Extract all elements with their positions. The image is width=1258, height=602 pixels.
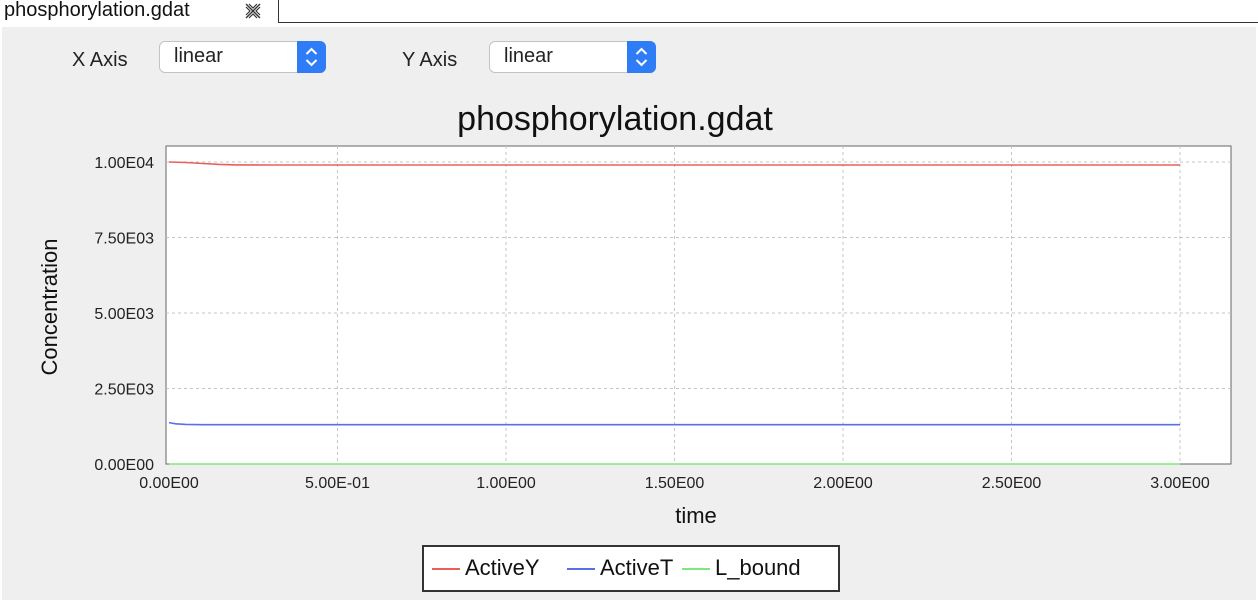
plot-area bbox=[165, 145, 1232, 465]
y-tick-label: 0.00E00 bbox=[94, 457, 154, 474]
x-tick-label: 1.00E00 bbox=[476, 475, 536, 492]
x-axis-scale-select[interactable]: linear bbox=[159, 41, 326, 73]
y-tick-label: 5.00E03 bbox=[94, 306, 154, 323]
editor-tab[interactable]: phosphorylation.gdat bbox=[0, 0, 279, 23]
legend-swatch bbox=[432, 568, 460, 570]
chart-legend: ActiveY ActiveT L_bound bbox=[422, 545, 840, 592]
series-lines bbox=[168, 161, 1180, 465]
y-axis-scale-select[interactable]: linear bbox=[489, 41, 656, 73]
tab-title: phosphorylation.gdat bbox=[4, 0, 190, 21]
tab-strip-border bbox=[279, 22, 1258, 23]
x-tick-label: 5.00E-01 bbox=[305, 475, 370, 492]
chart-title: phosphorylation.gdat bbox=[457, 100, 773, 138]
y-tick-labels: 0.00E00 2.50E03 5.00E03 7.50E03 1.00E04 bbox=[94, 155, 154, 474]
legend-swatch bbox=[567, 568, 595, 570]
legend-label: ActiveT bbox=[600, 555, 674, 580]
x-axis-title: time bbox=[675, 503, 717, 528]
legend-swatch bbox=[682, 568, 710, 570]
close-icon[interactable] bbox=[243, 1, 263, 21]
series-line-activet bbox=[168, 421, 1180, 426]
chevron-updown-icon bbox=[297, 41, 326, 73]
legend-label: ActiveY bbox=[465, 555, 540, 580]
grid-lines bbox=[166, 146, 1231, 464]
plot-panel: X Axis linear Y Axis linear phosphorylat… bbox=[2, 27, 1256, 600]
x-tick-label: 3.00E00 bbox=[1150, 475, 1210, 492]
legend-label: L_bound bbox=[715, 555, 801, 580]
y-axis-label: Y Axis bbox=[402, 49, 458, 71]
x-tick-label: 2.00E00 bbox=[813, 475, 873, 492]
y-tick-label: 1.00E04 bbox=[94, 155, 154, 172]
x-tick-label: 1.50E00 bbox=[645, 475, 705, 492]
x-tick-label: 0.00E00 bbox=[139, 475, 199, 492]
y-tick-label: 2.50E03 bbox=[94, 382, 154, 399]
x-axis-label: X Axis bbox=[72, 49, 128, 71]
line-chart: phosphorylation.gdat 0.00E00 2.50E03 5.00E… bbox=[37, 100, 1232, 528]
axis-controls: X Axis linear Y Axis linear bbox=[2, 27, 1256, 91]
x-tick-labels: 0.00E00 5.00E-01 1.00E00 1.50E00 2.00E00 2.50… bbox=[139, 475, 1210, 492]
x-tick-label: 2.50E00 bbox=[982, 475, 1042, 492]
tab-strip: phosphorylation.gdat bbox=[0, 0, 1258, 24]
series-line-activey bbox=[168, 161, 1180, 166]
y-axis-scale-value: linear bbox=[504, 45, 553, 67]
chevron-updown-icon bbox=[627, 41, 656, 73]
x-axis-scale-value: linear bbox=[174, 45, 223, 67]
y-axis-title: Concentration bbox=[37, 239, 62, 376]
y-tick-label: 7.50E03 bbox=[94, 231, 154, 248]
